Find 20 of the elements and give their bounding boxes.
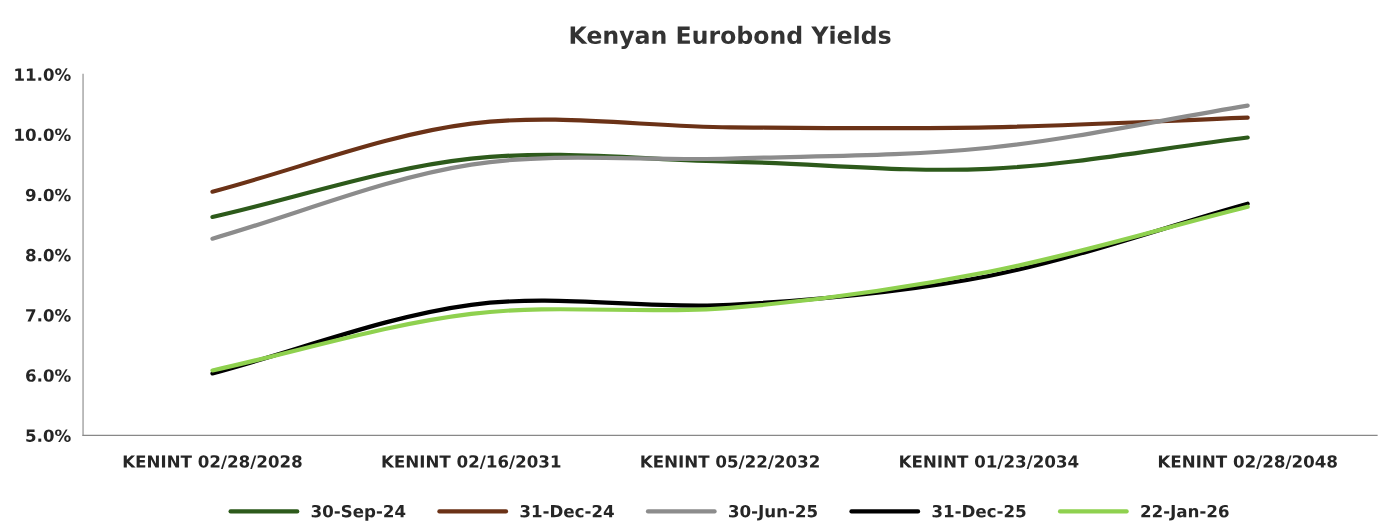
x-tick-label: KENINT 05/22/2032 (641, 455, 819, 470)
legend-label: 30-Sep-24 (311, 504, 406, 521)
y-tick-label: 11.0% (15, 68, 71, 81)
y-tick-label: 9.0% (25, 188, 71, 202)
legend-label: 31-Dec-24 (520, 504, 614, 518)
y-tick-label: 10.0% (15, 128, 71, 142)
y-tick-label: 8.0% (26, 248, 71, 262)
y-tick-label: 5.0% (26, 429, 71, 442)
line-series (210, 115, 1250, 194)
legend-label: 31-Dec-25 (932, 504, 1026, 518)
x-tick-label: KENINT 01/23/2034 (900, 455, 1079, 470)
chart-title: Kenyan Eurobond Yields (570, 25, 891, 49)
x-tick-label: KENINT 02/28/2028 (123, 455, 302, 470)
legend-label: 30-Jun-25 (729, 504, 817, 521)
x-tick-label: KENINT 02/28/2048 (1158, 455, 1337, 470)
y-tick-label: 6.0% (26, 369, 71, 382)
y-tick-label: 7.0% (26, 309, 71, 322)
x-tick-label: KENINT 02/16/2031 (382, 455, 561, 470)
legend-label: 22-Jan-26 (1141, 504, 1229, 521)
line-series (210, 103, 1250, 241)
